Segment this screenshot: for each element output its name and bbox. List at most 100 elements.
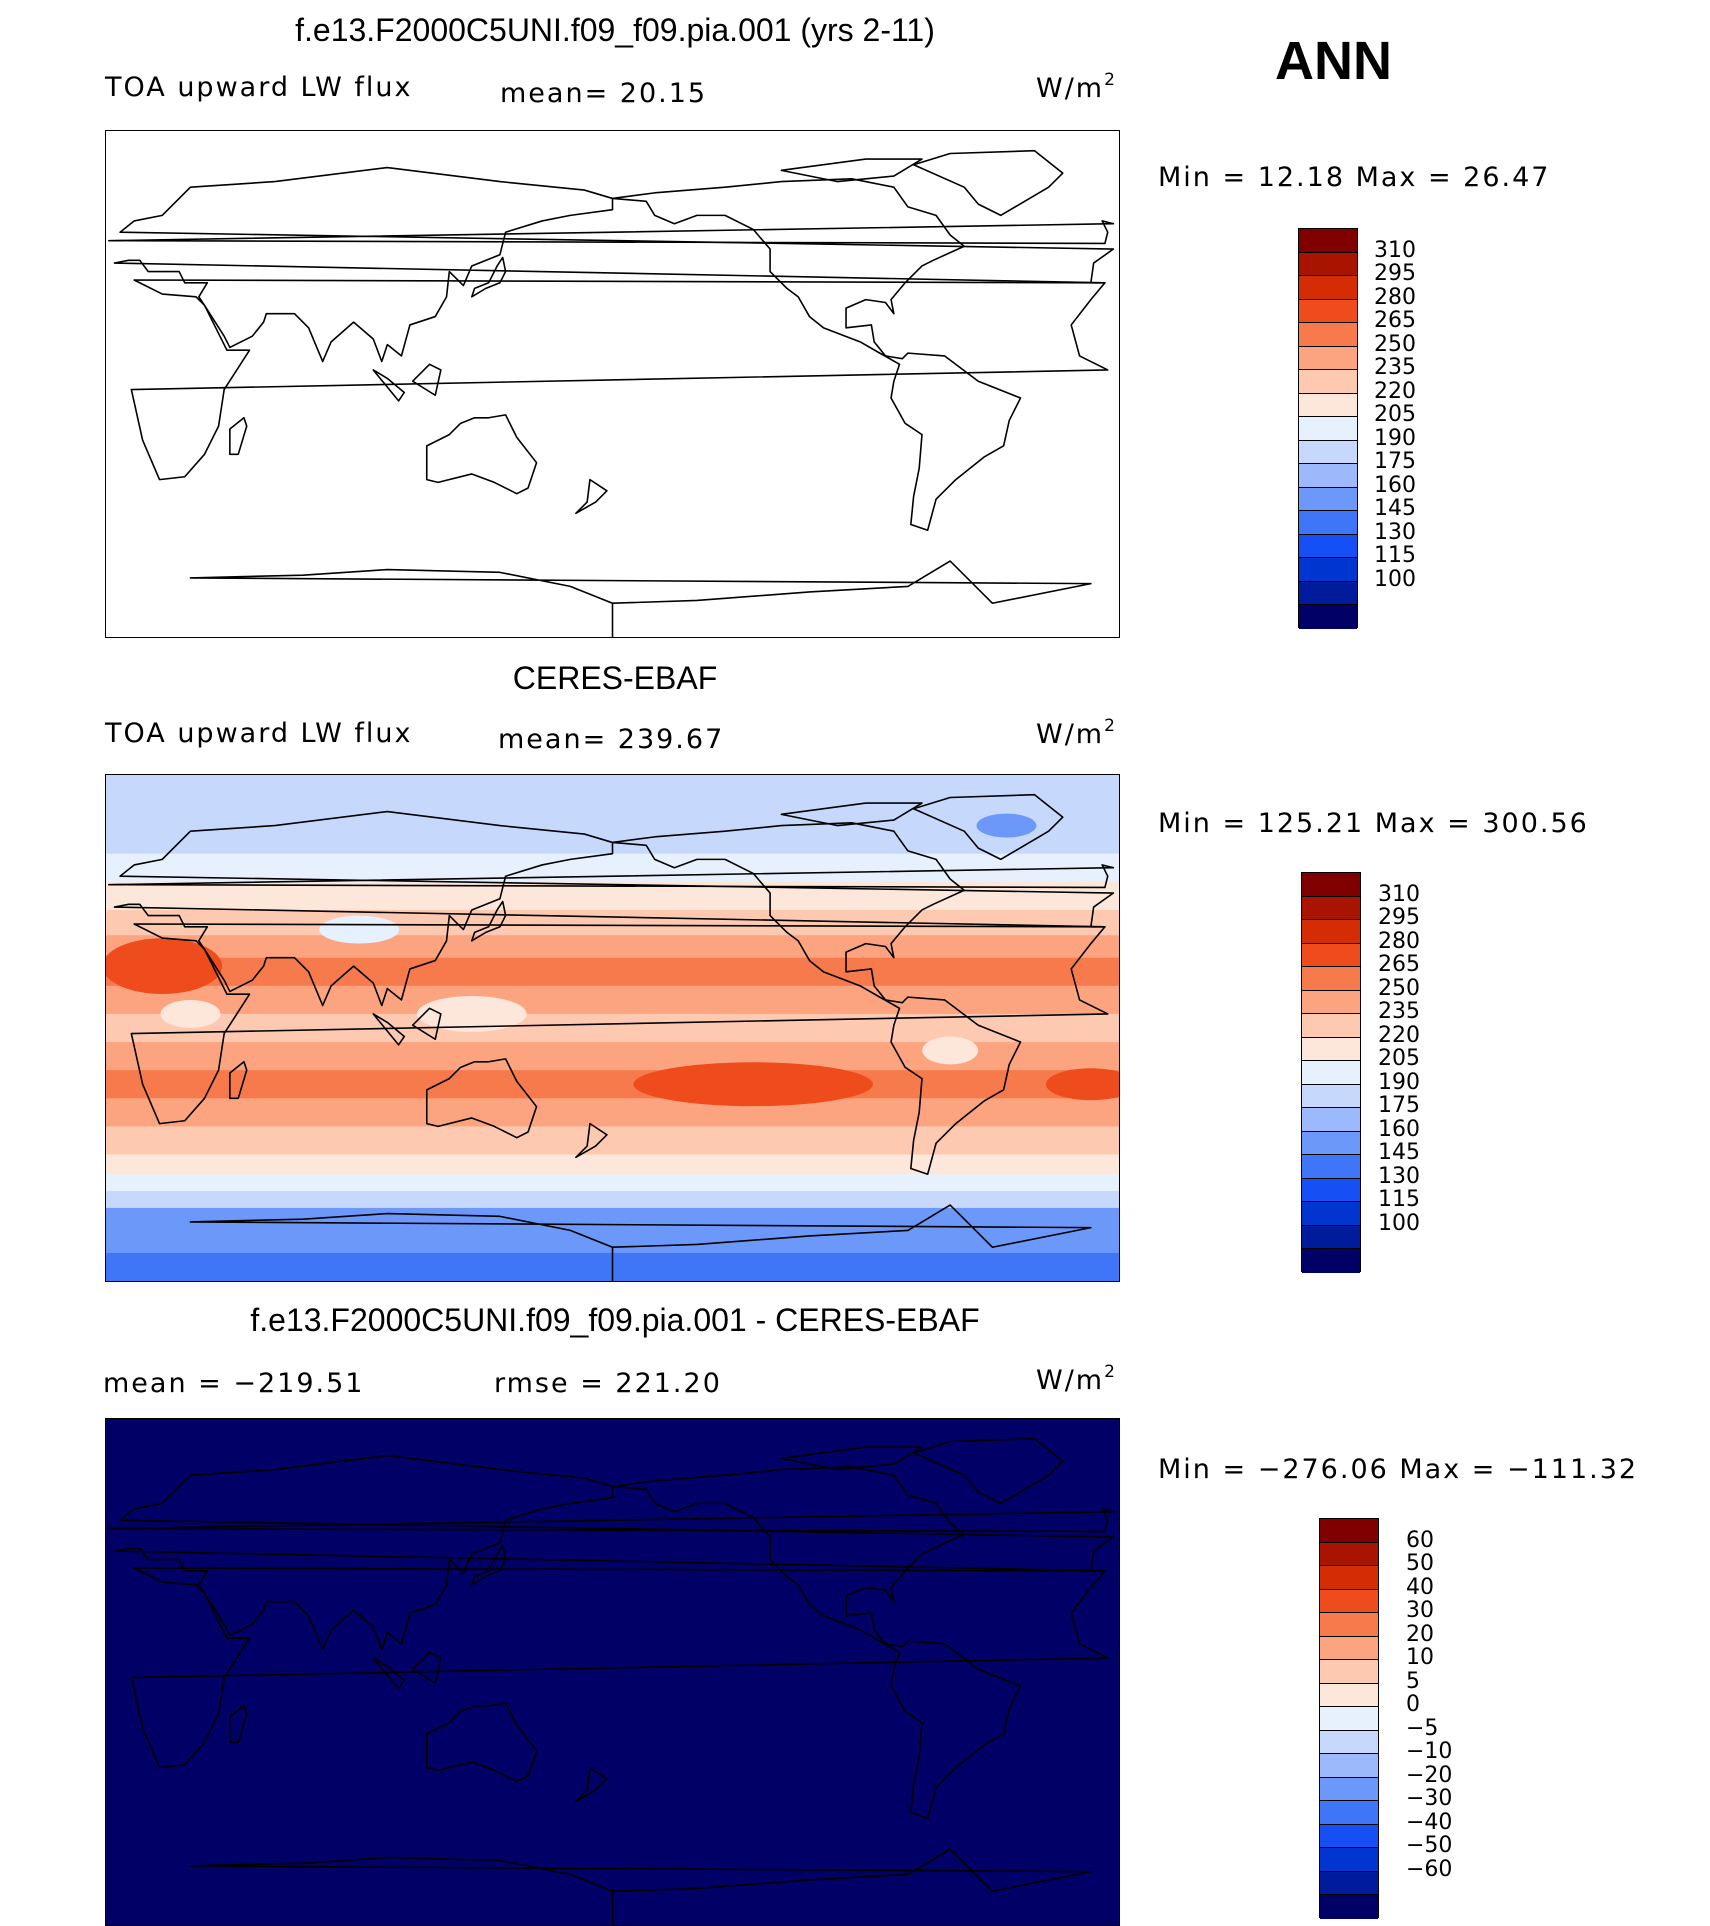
field-anomaly <box>319 915 400 944</box>
colorbar-tick-label: 220 <box>1378 1022 1420 1048</box>
colorbar-swatch <box>1302 873 1360 897</box>
colorbar-swatch <box>1302 1225 1360 1250</box>
panel-1-mean-label: mean= 20.15 <box>500 78 708 109</box>
colorbar-tick-label: 60 <box>1406 1527 1434 1553</box>
colorbar-tick-label: 50 <box>1406 1551 1434 1577</box>
panel-1-min-max: Min = 12.18 Max = 26.47 <box>1158 162 1551 193</box>
coastline <box>229 416 248 456</box>
colorbar-swatch <box>1320 1777 1378 1802</box>
coastline <box>189 1204 1092 1281</box>
coastline <box>229 1704 248 1744</box>
colorbar-swatch <box>1320 1871 1378 1896</box>
colorbar-swatch <box>1320 1519 1378 1543</box>
field-band <box>106 1013 1119 1043</box>
colorbar-tick-label: −50 <box>1406 1833 1453 1859</box>
colorbar-swatch <box>1299 440 1357 465</box>
colorbar-tick-label: 160 <box>1374 472 1416 498</box>
colorbar-swatch <box>1302 1155 1360 1179</box>
colorbar-swatch <box>1299 229 1357 253</box>
colorbar-swatch <box>1302 1037 1360 1062</box>
colorbar-swatch <box>1320 1589 1378 1614</box>
panel-2-units: W/m2 <box>1036 716 1117 750</box>
coastline <box>130 279 1109 481</box>
panel-1-units: W/m2 <box>1036 70 1117 104</box>
field-anomaly <box>976 813 1037 838</box>
field-band <box>106 775 1119 818</box>
colorbar-swatch <box>1299 534 1357 559</box>
field-band <box>106 1126 1119 1155</box>
panel-1-title: f.e13.F2000C5UNI.f09_f09.pia.001 (yrs 2-… <box>295 12 935 48</box>
colorbar-swatch <box>1320 1613 1378 1637</box>
colorbar-swatch <box>1299 511 1357 535</box>
colorbar-tick-label: −60 <box>1406 1856 1453 1882</box>
colorbar-swatch <box>1299 558 1357 582</box>
colorbar-tick-label: 30 <box>1406 1598 1434 1624</box>
colorbar-tick-label: 235 <box>1378 999 1420 1025</box>
field-anomaly <box>1045 1068 1119 1101</box>
field-band <box>106 1174 1119 1192</box>
colorbar-tick-label: 100 <box>1374 566 1416 592</box>
panel-3-mean-label: mean = −219.51 <box>103 1368 365 1399</box>
colorbar-tick-label: −10 <box>1406 1739 1453 1765</box>
colorbar-swatch <box>1299 299 1357 324</box>
colorbar-tick-label: 115 <box>1378 1187 1420 1213</box>
colorbar-tick-label: −5 <box>1406 1715 1439 1741</box>
colorbar-tick-label: 205 <box>1374 402 1416 428</box>
coastline <box>107 1508 1115 1533</box>
colorbar-swatch <box>1320 1542 1378 1567</box>
panel-2-min-max: Min = 125.21 Max = 300.56 <box>1158 808 1589 839</box>
coastline <box>107 864 1115 889</box>
coastline <box>425 414 538 495</box>
panel-2-map <box>105 774 1120 1282</box>
coastline <box>780 158 923 183</box>
colorbar-swatch <box>1299 323 1357 347</box>
coastline <box>113 810 1115 1007</box>
colorbar-swatch <box>1320 1660 1378 1684</box>
colorbar-tick-label: 40 <box>1406 1574 1434 1600</box>
field-band <box>106 909 1119 936</box>
colorbar-tick-label: 145 <box>1374 496 1416 522</box>
field-anomaly <box>106 938 223 995</box>
coastline <box>411 363 442 397</box>
field-fill <box>106 1419 1119 1925</box>
coastline <box>470 256 507 298</box>
colorbar-tick-label: 130 <box>1378 1163 1420 1189</box>
colorbar-swatch <box>1299 276 1357 300</box>
field-anomaly <box>633 1062 873 1107</box>
panel-1-variable-label: TOA upward LW flux <box>105 72 413 103</box>
coastline <box>411 1651 442 1685</box>
coastline <box>780 802 923 827</box>
coastline <box>372 369 406 402</box>
colorbar-swatch <box>1302 1061 1360 1085</box>
coastline <box>611 178 1022 532</box>
coastline <box>611 822 1022 1176</box>
coastline <box>113 1454 1115 1651</box>
colorbar-swatch <box>1320 1566 1378 1590</box>
field-anomaly <box>160 999 221 1028</box>
colorbar-swatch <box>1302 1202 1360 1226</box>
colorbar-swatch <box>1320 1683 1378 1708</box>
field-band <box>106 985 1119 1015</box>
panel-2-map-plot <box>106 775 1119 1281</box>
coastline <box>130 1567 1109 1769</box>
colorbar-tick-label: 220 <box>1374 378 1416 404</box>
colorbar-tick-label: 20 <box>1406 1621 1434 1647</box>
coastline <box>107 220 1115 245</box>
colorbar-tick-label: 115 <box>1374 543 1416 569</box>
colorbar-swatch <box>1302 1014 1360 1038</box>
panel-3-map <box>105 1418 1120 1926</box>
colorbar-swatch <box>1299 393 1357 418</box>
panel-3-map-plot <box>106 1419 1119 1925</box>
colorbar-tick-label: 310 <box>1374 237 1416 263</box>
coastline <box>189 1848 1092 1925</box>
colorbar-swatch <box>1320 1636 1378 1661</box>
coastline <box>912 1437 1064 1505</box>
colorbar-tick-label: 250 <box>1378 975 1420 1001</box>
colorbar-tick-label: 160 <box>1378 1116 1420 1142</box>
panel-3-colorbar <box>1319 1518 1379 1919</box>
colorbar-tick-label: 5 <box>1406 1668 1420 1694</box>
colorbar-tick-label: 265 <box>1378 952 1420 978</box>
colorbar-tick-label: 205 <box>1378 1046 1420 1072</box>
colorbar-swatch <box>1299 464 1357 488</box>
colorbar-swatch <box>1299 252 1357 277</box>
